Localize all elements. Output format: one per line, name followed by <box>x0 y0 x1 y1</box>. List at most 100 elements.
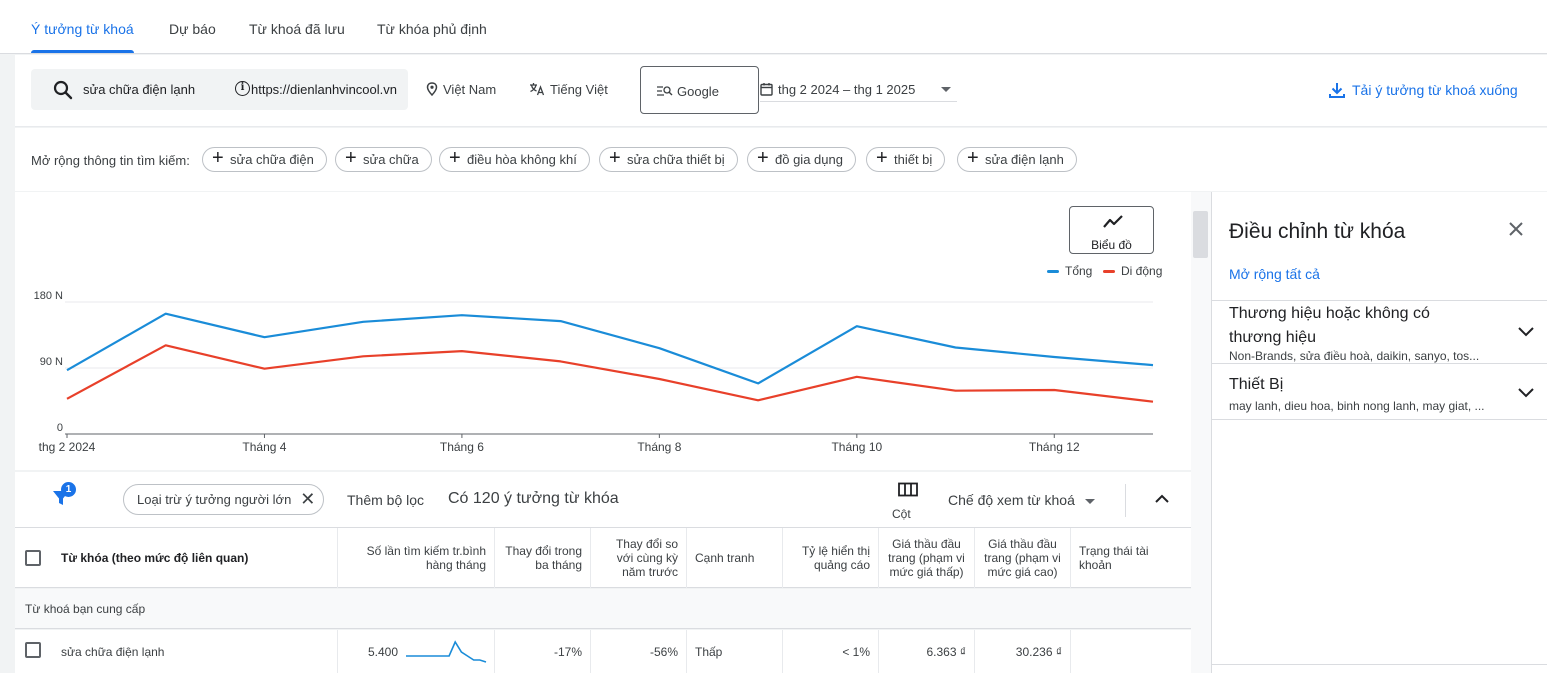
y-tick-label: 90 N <box>40 356 63 368</box>
refine-search-label: Mở rộng thông tin tìm kiếm: <box>31 153 190 168</box>
scrollbar-track[interactable] <box>1191 192 1211 673</box>
chevron-down-icon <box>1518 388 1534 398</box>
refine-section-brands[interactable]: Thương hiệu hoặc không có thương hiệu No… <box>1212 300 1547 363</box>
select-all-checkbox[interactable] <box>25 550 41 566</box>
expand-chip[interactable]: đồ gia dụng <box>747 147 856 172</box>
avg-searches-cell: 5.400 <box>338 630 495 673</box>
view-mode-selector[interactable]: Chế độ xem từ khoá <box>948 492 1095 508</box>
search-box[interactable]: sửa chữa điện lạnh i https://dienlanhvin… <box>31 69 408 110</box>
legend-total[interactable]: Tổng <box>1047 264 1092 278</box>
expand-all-link[interactable]: Mở rộng tất cả <box>1229 266 1320 282</box>
language-label: Tiếng Việt <box>550 82 608 97</box>
chart-type-button[interactable]: Biểu đồ <box>1069 206 1154 254</box>
divider <box>1125 484 1126 517</box>
view-mode-label: Chế độ xem từ khoá <box>948 492 1075 508</box>
close-icon[interactable]: ✕ <box>300 489 316 509</box>
expand-chip[interactable]: thiết bị <box>866 147 946 172</box>
account-status-cell <box>1071 630 1191 673</box>
refine-keywords-panel: Điều chỉnh từ khóa Mở rộng tất cả Thương… <box>1211 192 1547 673</box>
column-header-keyword[interactable]: Từ khóa (theo mức độ liên quan) <box>53 528 338 588</box>
location-selector[interactable]: Việt Nam <box>426 82 496 97</box>
chevron-down-icon <box>1084 498 1095 504</box>
table-group-row: Từ khoá bạn cung cấp <box>15 589 1191 629</box>
search-engine-selector[interactable]: Google <box>640 66 759 114</box>
tab-forecast[interactable]: Dự báo <box>169 21 216 37</box>
download-keyword-ideas-button[interactable]: Tải ý tưởng từ khoá xuống <box>1328 81 1518 99</box>
impression-share-cell: < 1% <box>783 630 879 673</box>
row-checkbox[interactable] <box>25 642 41 658</box>
expand-chip[interactable]: sửa chữa thiết bị <box>599 147 738 172</box>
expand-chip[interactable]: sửa điện lạnh <box>957 147 1077 172</box>
avg-searches-value: 5.400 <box>367 644 398 659</box>
add-filter-button[interactable]: Thêm bộ lọc <box>347 492 425 508</box>
column-header-three-month-change[interactable]: Thay đổi trong ba tháng <box>495 528 591 588</box>
bid-high-cell: 30.236 ₫ <box>975 630 1071 673</box>
column-header-yoy-change[interactable]: Thay đổi so với cùng kỳ năm trước <box>591 528 687 588</box>
legend-mobile-label: Di động <box>1121 264 1163 278</box>
series-line-total <box>66 312 1154 385</box>
sparkline <box>406 640 487 663</box>
search-query[interactable]: sửa chữa điện lạnh <box>83 82 196 97</box>
date-range-selector[interactable]: thg 2 2024 – thg 1 2025 <box>760 70 957 102</box>
x-tick-label: Tháng 8 <box>637 440 681 454</box>
adult-filter-label: Loại trừ ý tưởng người lớn <box>137 492 292 507</box>
legend-swatch <box>1103 270 1115 274</box>
adult-filter-chip[interactable]: Loại trừ ý tưởng người lớn ✕ <box>123 484 325 515</box>
search-icon <box>53 80 73 100</box>
column-header-bid-high[interactable]: Giá thầu đầu trang (phạm vi mức giá cao) <box>975 528 1071 588</box>
refine-search-row: Mở rộng thông tin tìm kiếm: sửa chữa điệ… <box>15 128 1547 191</box>
calendar-icon <box>760 83 773 96</box>
section-subtitle: Non-Brands, sửa điều hoà, daikin, sanyo,… <box>1229 349 1480 363</box>
language-selector[interactable]: Tiếng Việt <box>529 82 608 97</box>
filter-bar: 1 Loại trừ ý tưởng người lớn ✕ Thêm bộ lọ… <box>15 472 1191 528</box>
yoy-change-cell: -56% <box>591 630 687 673</box>
column-header-impression-share[interactable]: Tỷ lệ hiển thị quảng cáo <box>783 528 879 588</box>
column-header-account-status[interactable]: Trạng thái tài khoản <box>1079 544 1149 572</box>
trend-line-icon <box>1103 215 1123 228</box>
info-icon: i <box>235 81 250 96</box>
chevron-up-icon[interactable] <box>1153 490 1171 508</box>
download-label: Tải ý tưởng từ khoá xuống <box>1352 82 1518 98</box>
x-tick-label: Tháng 6 <box>440 440 484 454</box>
competition-cell: Thấp <box>687 630 783 673</box>
section-title: Thương hiệu hoặc không có thương hiệu <box>1229 305 1430 346</box>
section-subtitle: may lanh, dieu hoa, binh nong lanh, may … <box>1229 399 1485 413</box>
website-url[interactable]: https://dienlanhvincool.vn <box>251 82 397 97</box>
columns-label: Cột <box>892 507 911 521</box>
columns-button[interactable]: Cột <box>892 482 920 521</box>
search-row: sửa chữa điện lạnh i https://dienlanhvin… <box>15 55 1547 127</box>
scrollbar-thumb[interactable] <box>1193 211 1208 258</box>
idea-count: Có 120 ý tưởng từ khóa <box>448 490 619 507</box>
search-engine-label: Google <box>677 84 719 99</box>
group-label: Từ khoá bạn cung cấp <box>25 602 146 616</box>
column-header-competition[interactable]: Cạnh tranh <box>687 528 783 588</box>
refine-section-devices[interactable]: Thiết Bị may lanh, dieu hoa, binh nong l… <box>1212 363 1547 420</box>
column-header-avg-searches[interactable]: Số lần tìm kiếm tr.bình hàng tháng <box>338 528 495 588</box>
chevron-down-icon <box>941 87 951 92</box>
column-header-bid-low[interactable]: Giá thầu đầu trang (phạm vi mức giá thấp… <box>879 528 975 588</box>
y-tick-label: 180 N <box>34 290 63 302</box>
divider <box>1212 664 1547 665</box>
three-month-change-cell: -17% <box>495 630 591 673</box>
panel-title: Điều chỉnh từ khóa <box>1229 220 1406 243</box>
columns-icon <box>898 482 918 497</box>
x-tick-label: thg 2 2024 <box>39 440 96 454</box>
translate-icon <box>530 83 545 96</box>
tab-keyword-ideas[interactable]: Ý tưởng từ khoá <box>31 0 134 53</box>
close-icon[interactable] <box>1507 220 1525 238</box>
expand-chip[interactable]: điều hòa không khí <box>439 147 590 172</box>
bid-low-cell: 6.363 ₫ <box>879 630 975 673</box>
x-tick-label: Tháng 4 <box>242 440 286 454</box>
expand-chip[interactable]: sửa chữa điện <box>202 147 327 172</box>
top-tabs: Ý tưởng từ khoá Dự báo Từ khoá đã lưu Từ… <box>0 0 1547 54</box>
legend-mobile[interactable]: Di động <box>1103 264 1162 278</box>
keyword-cell[interactable]: sửa chữa điện lạnh <box>53 630 338 673</box>
section-title: Thiết Bị <box>1229 376 1284 393</box>
tab-negative-keywords[interactable]: Từ khóa phủ định <box>377 21 487 37</box>
series-line-mobile <box>66 344 1154 403</box>
search-volume-chart-panel: 0 90 N 180 N thg 2 2024 Tháng 4 Tháng 6 Tháng … <box>15 192 1191 470</box>
chevron-down-icon <box>1518 327 1534 337</box>
expand-chip[interactable]: sửa chữa <box>335 147 432 172</box>
table-header: Từ khóa (theo mức độ liên quan) Số lần t… <box>15 528 1191 588</box>
tab-saved-keywords[interactable]: Từ khoá đã lưu <box>249 21 345 37</box>
